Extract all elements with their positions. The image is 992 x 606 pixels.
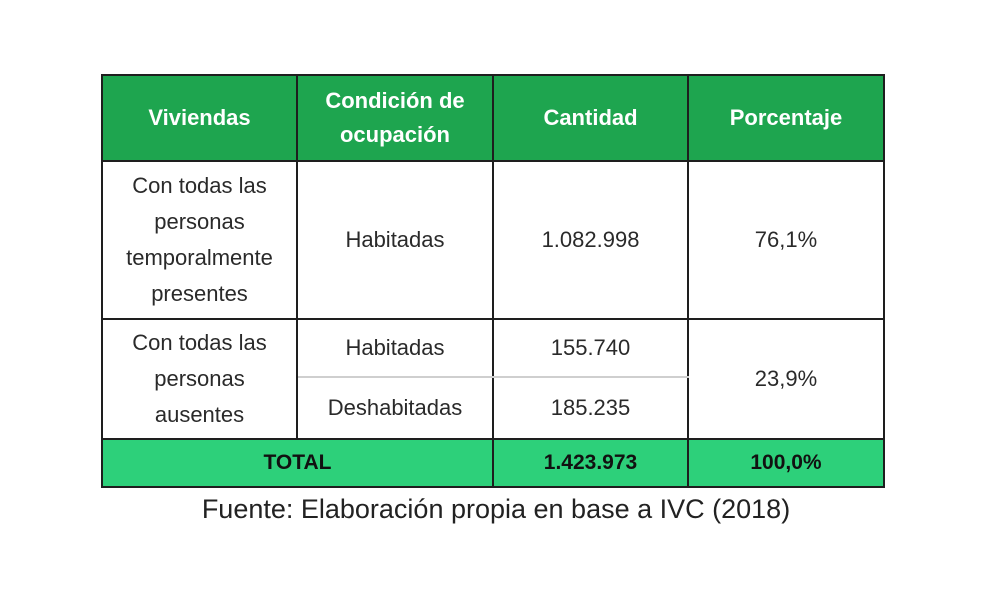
cell-condicion: Habitadas	[296, 318, 494, 378]
cell-viviendas: Con todas las personas temporalmente pre…	[101, 160, 298, 320]
cell-cantidad: 1.082.998	[492, 160, 689, 320]
header-viviendas: Viviendas	[101, 74, 298, 162]
header-porcentaje: Porcentaje	[687, 74, 885, 162]
header-cantidad: Cantidad	[492, 74, 689, 162]
occupancy-table: Viviendas Condición de ocupación Cantida…	[101, 74, 885, 488]
table-row: Con todas las personas ausentes Habitada…	[101, 318, 885, 440]
cell-porcentaje: 23,9%	[687, 318, 885, 440]
header-row: Viviendas Condición de ocupación Cantida…	[101, 74, 885, 162]
table-row: Deshabitadas 185.235	[102, 376, 884, 440]
total-cantidad: 1.423.973	[492, 438, 689, 488]
total-porcentaje: 100,0%	[687, 438, 885, 488]
cell-condicion: Deshabitadas	[296, 376, 494, 440]
cell-porcentaje: 76,1%	[687, 160, 885, 320]
cell-condicion: Habitadas	[296, 160, 494, 320]
cell-viviendas: Con todas las personas ausentes	[101, 318, 298, 440]
total-label: TOTAL	[101, 438, 494, 488]
cell-cantidad: 185.235	[492, 376, 689, 440]
total-row: TOTAL 1.423.973 100,0%	[101, 438, 885, 488]
source-caption: Fuente: Elaboración propia en base a IVC…	[201, 494, 791, 524]
header-condicion: Condición de ocupación	[296, 74, 494, 162]
table-row: Con todas las personas temporalmente pre…	[101, 160, 885, 320]
cell-cantidad: 155.740	[492, 318, 689, 378]
